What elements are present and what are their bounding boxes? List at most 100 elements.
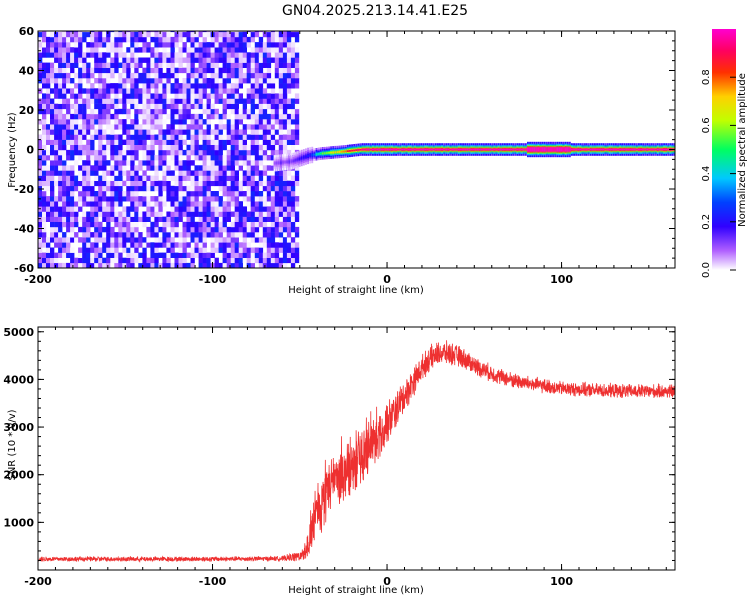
heatmap-cell xyxy=(206,113,211,120)
heatmap-cell xyxy=(62,88,67,94)
heatmap-cell xyxy=(190,119,195,125)
heatmap-cell xyxy=(86,160,91,166)
heatmap-cell xyxy=(106,124,111,130)
heatmap-cell xyxy=(66,165,71,171)
heatmap-cell xyxy=(254,42,260,48)
heatmap-cell xyxy=(250,252,255,258)
heatmap-cell xyxy=(332,151,335,154)
heatmap-cell xyxy=(202,134,207,140)
heatmap-cell xyxy=(533,147,536,152)
heatmap-cell xyxy=(166,124,171,130)
heatmap-cell xyxy=(278,247,284,253)
heatmap-cell xyxy=(62,129,67,135)
heatmap-cell xyxy=(58,196,63,202)
heatmap-cell xyxy=(38,216,43,222)
heatmap-cell xyxy=(258,108,264,115)
heatmap-cell xyxy=(218,67,223,74)
heatmap-cell xyxy=(270,36,276,43)
heatmap-cell xyxy=(130,119,135,125)
heatmap-cell xyxy=(102,149,107,156)
heatmap-cell xyxy=(290,262,296,268)
heatmap-cell xyxy=(178,98,183,104)
heatmap-cell xyxy=(190,221,195,228)
heatmap-cell xyxy=(74,103,79,110)
heatmap-cell xyxy=(90,36,95,43)
heatmap-cell xyxy=(150,47,155,53)
heatmap-cell xyxy=(46,42,51,48)
heatmap-cell xyxy=(50,72,55,79)
heatmap-cell xyxy=(210,103,215,110)
heatmap-cell xyxy=(158,134,163,140)
heatmap-cell xyxy=(86,242,91,248)
heatmap-cell xyxy=(70,67,75,74)
heatmap-cell xyxy=(270,262,276,268)
heatmap-cell xyxy=(110,232,115,238)
heatmap-cell xyxy=(278,83,284,89)
heatmap-cell xyxy=(38,36,43,43)
heatmap-cell xyxy=(214,31,219,33)
heatmap-cell xyxy=(102,247,107,253)
heatmap-cell xyxy=(623,148,626,151)
heatmap-cell xyxy=(266,57,272,63)
heatmap-cell xyxy=(38,191,43,197)
heatmap-cell xyxy=(537,147,540,152)
heatmap-cell xyxy=(70,88,75,94)
heatmap-cell xyxy=(420,148,423,151)
heatmap-cell xyxy=(58,216,63,222)
heatmap-cell xyxy=(106,206,111,212)
heatmap-cell xyxy=(300,156,303,160)
heatmap-cell xyxy=(46,67,51,74)
heatmap-cell xyxy=(489,148,492,151)
heatmap-cell xyxy=(230,52,235,58)
heatmap-cell xyxy=(258,124,264,130)
heatmap-cell xyxy=(190,144,195,151)
heatmap-cell xyxy=(110,149,115,156)
heatmap-cell xyxy=(250,78,255,84)
heatmap-cell xyxy=(170,88,175,94)
heatmap-cell xyxy=(206,98,211,104)
heatmap-cell xyxy=(250,67,255,74)
heatmap-cell xyxy=(445,148,448,151)
heatmap-cell xyxy=(130,232,135,238)
heatmap-cell xyxy=(154,155,159,161)
heatmap-cell xyxy=(190,36,195,43)
heatmap-cell xyxy=(38,52,43,58)
heatmap-cell xyxy=(506,148,508,151)
heatmap-cell xyxy=(234,201,239,207)
heatmap-cell xyxy=(46,83,51,89)
heatmap-cell xyxy=(130,124,135,130)
heatmap-cell xyxy=(242,42,247,48)
heatmap-cell xyxy=(142,67,147,74)
heatmap-cell xyxy=(234,36,239,43)
heatmap-cell xyxy=(282,62,288,68)
heatmap-cell xyxy=(138,134,143,140)
heatmap-cell xyxy=(66,252,71,258)
heatmap-cell xyxy=(250,201,255,207)
heatmap-cell xyxy=(294,103,300,110)
heatmap-cell xyxy=(190,47,195,53)
heatmap-cell xyxy=(218,31,223,38)
heatmap-cell xyxy=(449,148,452,151)
heatmap-cell xyxy=(42,62,47,68)
heatmap-cell xyxy=(258,262,264,268)
heatmap-cell xyxy=(210,144,215,151)
heatmap-cell xyxy=(577,148,580,151)
heatmap-cell xyxy=(138,185,143,192)
heatmap-cell xyxy=(130,216,135,222)
heatmap-cell xyxy=(98,149,103,156)
heatmap-cell xyxy=(334,151,337,154)
heatmap-cell xyxy=(349,150,351,152)
heatmap-cell xyxy=(70,252,75,258)
heatmap-cell xyxy=(142,252,147,258)
heatmap-cell xyxy=(90,257,95,264)
heatmap-cell xyxy=(242,175,247,181)
heatmap-cell xyxy=(142,155,147,161)
heatmap-cell xyxy=(625,148,628,151)
heatmap-cell xyxy=(556,147,559,152)
heatmap-cell xyxy=(190,134,195,140)
heatmap-cell xyxy=(290,57,296,63)
heatmap-cell xyxy=(94,165,99,171)
heatmap-cell xyxy=(238,216,243,222)
heatmap-cell xyxy=(206,144,211,151)
heatmap-cell xyxy=(162,242,167,248)
